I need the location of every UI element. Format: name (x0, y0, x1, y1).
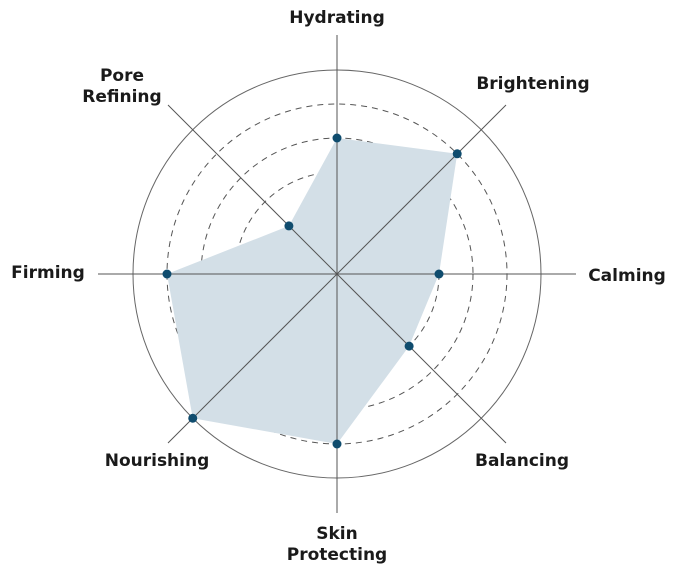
axis-line-balancing (336, 273, 507, 444)
axis-label-skin-protecting: Skin Protecting (287, 524, 387, 565)
data-point-calming (434, 269, 444, 279)
data-point-hydrating (332, 133, 342, 143)
axis-label-calming: Calming (588, 266, 666, 286)
axis-label-nourishing: Nourishing (105, 451, 210, 471)
axis-label-firming: Firming (11, 263, 85, 283)
data-point-nourishing (188, 413, 198, 423)
data-point-pore-refining (284, 221, 294, 231)
axis-line-brightening (336, 104, 507, 275)
axis-label-balancing: Balancing (475, 451, 569, 471)
data-point-brightening (452, 149, 462, 159)
axis-labels: Hydrating Brightening Calming Balancing … (11, 8, 666, 565)
axis-line-pore-refining (167, 104, 338, 275)
data-points (162, 133, 462, 449)
axis-line-nourishing (167, 273, 338, 444)
axis-label-brightening: Brightening (476, 74, 589, 94)
axis-label-hydrating: Hydrating (289, 8, 385, 28)
data-area (167, 138, 458, 444)
data-point-balancing (404, 341, 414, 351)
data-point-skin-protecting (332, 439, 342, 449)
axis-label-pore-refining: Pore Refining (82, 66, 161, 107)
data-point-firming (162, 269, 172, 279)
radar-axes (98, 35, 576, 513)
